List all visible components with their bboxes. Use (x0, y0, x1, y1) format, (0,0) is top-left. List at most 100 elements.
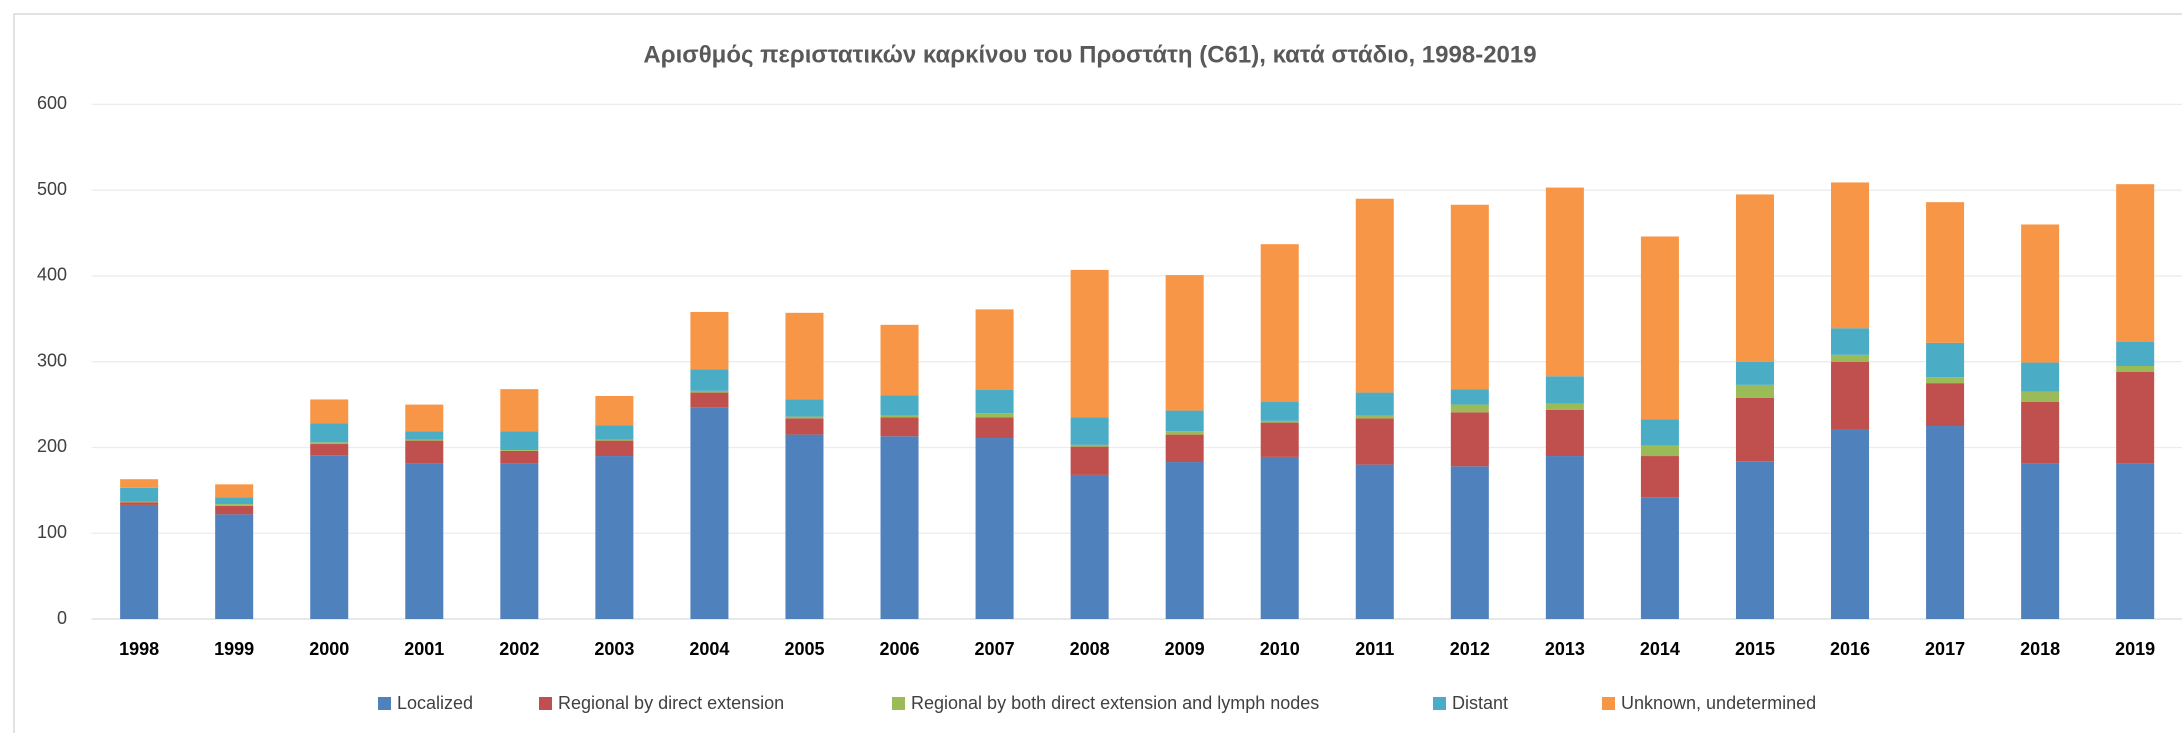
bar-segment (1735, 361, 1774, 385)
bar-segment (1640, 236, 1679, 420)
bar-segment (1926, 377, 1965, 384)
bar-segment (500, 450, 539, 451)
bar-segment (595, 439, 634, 441)
x-tick-label: 2004 (689, 639, 729, 659)
bar-segment (975, 309, 1014, 391)
bar-segment (215, 514, 254, 619)
x-tick-label: 2019 (2115, 639, 2155, 659)
bar-segment (1260, 456, 1299, 619)
bar-segment (1831, 328, 1870, 355)
bar-segment (1450, 412, 1489, 467)
bar-segment (310, 455, 349, 619)
y-tick-label: 200 (37, 436, 67, 456)
bar-segment (2116, 341, 2155, 366)
bar-segment (2021, 391, 2060, 403)
bar-segment (120, 487, 159, 502)
legend-swatch (892, 697, 905, 710)
bar-segment (1545, 187, 1584, 377)
legend-label: Regional by direct extension (558, 693, 784, 713)
bar-segment (1355, 392, 1394, 416)
x-tick-label: 1999 (214, 639, 254, 659)
bar-segment (880, 436, 919, 619)
legend-label: Distant (1452, 693, 1508, 713)
bar-segment (975, 390, 1014, 414)
bar-segment (1926, 202, 1965, 343)
x-tick-label: 2017 (1925, 639, 1965, 659)
bar-segment (1450, 204, 1489, 390)
bar-segment (1831, 354, 1870, 362)
bar-segment (1640, 497, 1679, 619)
bar-segment (880, 415, 919, 418)
bar-segment (1070, 446, 1109, 475)
bar-segment (785, 312, 824, 400)
bar-segment (975, 417, 1014, 439)
x-tick-label: 2006 (880, 639, 920, 659)
bar-segment (1545, 376, 1584, 404)
bar-segment (880, 395, 919, 416)
legend-swatch (1433, 697, 1446, 710)
bar-segment (1260, 422, 1299, 457)
bar-segment (595, 456, 634, 619)
bar-segment (1640, 456, 1679, 498)
bar-segment (880, 417, 919, 437)
bar-segment (500, 431, 539, 451)
bar-segment (2021, 362, 2060, 392)
bar-segment (1926, 383, 1965, 427)
bar-segment (690, 392, 729, 408)
x-tick-label: 2018 (2020, 639, 2060, 659)
y-tick-label: 300 (37, 350, 67, 370)
bar-segment (1450, 404, 1489, 413)
bar-segment (215, 505, 254, 515)
bar-segment (2116, 463, 2155, 619)
bar-segment (975, 413, 1014, 418)
bar-segment (690, 407, 729, 619)
x-tick-label: 2002 (499, 639, 539, 659)
bar-segment (2021, 402, 2060, 464)
bar-segment (405, 404, 444, 432)
bar-segment (595, 440, 634, 457)
bar-segment (310, 442, 349, 445)
bar-segment (405, 439, 444, 441)
bar-segment (1735, 397, 1774, 462)
bar-segment (500, 463, 539, 619)
bar-segment (1165, 434, 1204, 463)
bar-segment (120, 479, 159, 488)
bar-segment (310, 423, 349, 443)
legend-label: Regional by both direct extension and ly… (911, 693, 1319, 713)
bar-segment (1355, 464, 1394, 619)
bar-segment (1545, 403, 1584, 410)
bar-segment (880, 324, 919, 396)
y-tick-label: 600 (37, 93, 67, 113)
bar-segment (2116, 365, 2155, 372)
bar-segment (1926, 426, 1965, 619)
x-tick-label: 2011 (1355, 639, 1394, 659)
y-tick-label: 0 (57, 608, 67, 628)
bar-segment (785, 418, 824, 435)
bar-segment (120, 501, 159, 503)
bar-segment (1640, 419, 1679, 446)
bar-segment (785, 434, 824, 619)
bar-segment (2021, 463, 2060, 619)
bar-segment (1070, 269, 1109, 418)
legend-swatch (539, 697, 552, 710)
bar-segment (215, 497, 254, 505)
bar-segment (405, 440, 444, 464)
bar-segment (975, 438, 1014, 619)
bar-segment (1450, 389, 1489, 405)
x-tick-label: 1998 (119, 639, 159, 659)
bar-segment (2116, 371, 2155, 464)
bar-segment (1640, 445, 1679, 457)
bar-segment (1260, 402, 1299, 421)
bar-segment (405, 431, 444, 440)
bar-segment (785, 399, 824, 417)
x-tick-label: 2009 (1165, 639, 1205, 659)
bar-segment (2116, 184, 2155, 342)
bar-segment (1831, 429, 1870, 619)
x-tick-label: 2010 (1260, 639, 1300, 659)
legend-swatch (378, 697, 391, 710)
bar-segment (690, 311, 729, 370)
bar-segment (595, 396, 634, 426)
bar-segment (1735, 384, 1774, 398)
x-tick-label: 2016 (1830, 639, 1870, 659)
